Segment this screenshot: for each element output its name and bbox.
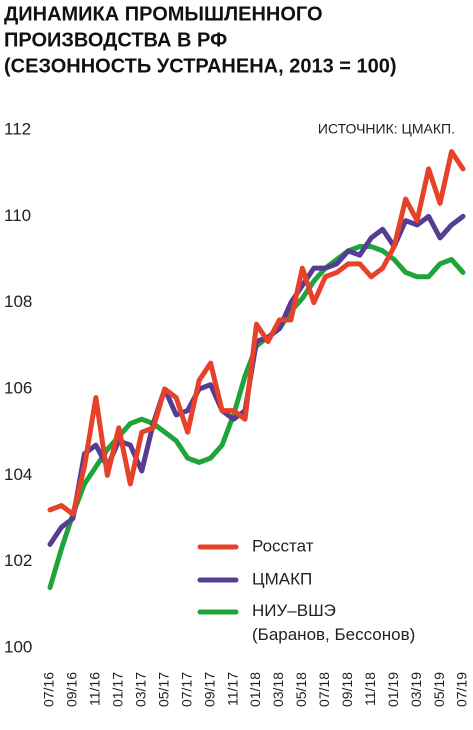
- x-tick-label: 03/18: [270, 672, 286, 707]
- x-tick-label: 09/17: [201, 672, 217, 707]
- x-tick-label: 01/19: [385, 672, 401, 707]
- x-tick-label: 09/16: [64, 672, 80, 707]
- chart-title: ДИНАМИКА ПРОМЫШЛЕННОГО: [4, 3, 323, 25]
- y-tick-label: 102: [4, 551, 32, 570]
- x-tick-label: 05/18: [293, 672, 309, 707]
- x-tick-label: 07/17: [178, 672, 194, 707]
- chart-title: (СЕЗОННОСТЬ УСТРАНЕНА, 2013 = 100): [4, 55, 397, 77]
- y-tick-label: 110: [4, 206, 31, 225]
- legend-label: ЦМАКП: [252, 569, 312, 588]
- x-tick-label: 03/19: [408, 672, 424, 707]
- y-tick-label: 104: [4, 465, 32, 484]
- x-tick-label: 07/19: [454, 672, 470, 707]
- y-tick-label: 100: [4, 637, 32, 656]
- series-line: [47, 149, 466, 517]
- chart-title: ПРОИЗВОДСТВА В РФ: [4, 29, 227, 51]
- x-tick-label: 03/17: [132, 672, 148, 707]
- y-tick-label: 108: [4, 292, 32, 311]
- x-tick-label: 07/18: [316, 672, 332, 707]
- x-tick-label: 05/17: [155, 672, 171, 707]
- x-tick-label: 01/18: [247, 672, 263, 707]
- source-note: ИСТОЧНИК: ЦМАКП.: [318, 121, 455, 137]
- x-tick-label: 11/18: [362, 672, 378, 706]
- y-tick-label: 112: [4, 119, 31, 138]
- x-tick-label: 11/16: [87, 672, 103, 706]
- legend-label: Росстат: [252, 536, 314, 555]
- legend-label: НИУ–ВШЭ (Баранов, Бессонов): [252, 601, 415, 644]
- x-tick-label: 09/18: [339, 672, 355, 707]
- x-tick-label: 01/17: [110, 672, 126, 707]
- y-tick-label: 106: [4, 378, 32, 397]
- x-tick-label: 11/17: [224, 672, 240, 706]
- x-tick-label: 05/19: [431, 672, 447, 707]
- x-tick-label: 07/16: [41, 672, 57, 707]
